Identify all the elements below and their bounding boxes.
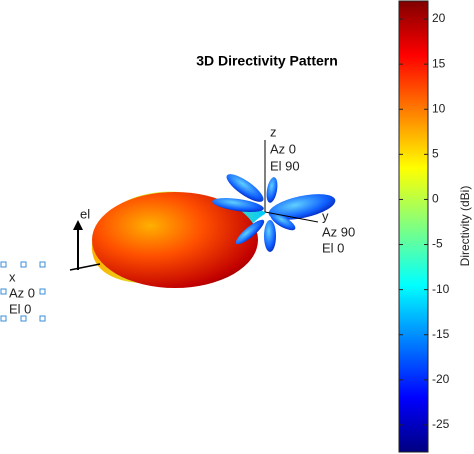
colorbar-tick-label: 5 [432, 147, 439, 161]
colorbar-tick-label: 0 [432, 192, 439, 206]
colorbar-tick-label: 20 [432, 11, 446, 25]
chart-title: 3D Directivity Pattern [196, 53, 338, 69]
main-lobe [92, 192, 258, 288]
z-label: Az 0 [270, 141, 296, 156]
pattern [91, 174, 336, 288]
colorbar-tick-label: -10 [432, 282, 450, 296]
colorbar-tick-label: -25 [432, 417, 450, 431]
el-label: el [80, 206, 90, 221]
side-lobe [235, 219, 265, 245]
colorbar-tick-label: -5 [432, 237, 443, 251]
side-lobe [212, 198, 264, 212]
z-label: El 90 [270, 158, 300, 173]
y-label: y [322, 208, 329, 223]
x-axis [69, 263, 101, 271]
x-label: El 0 [9, 301, 31, 316]
z-label: z [270, 124, 277, 139]
side-lobe [266, 177, 278, 203]
x-label: x [9, 269, 16, 284]
x-label: Az 0 [9, 285, 35, 300]
y-label: Az 90 [322, 224, 355, 239]
back-lobe [268, 194, 336, 220]
side-lobe [264, 220, 276, 252]
y-axis [264, 211, 319, 223]
side-lobe [270, 213, 296, 231]
colorbar-tick-label: 10 [432, 101, 446, 115]
colorbar-tick-label: 15 [432, 56, 446, 70]
colorbar-label: Directivity (dBi) [458, 186, 472, 267]
side-lobe [226, 174, 264, 202]
colorbar: -25 -20 -15 -10 -5 0 5 10 15 20 [398, 0, 450, 453]
colorbar-gradient [398, 0, 429, 453]
colorbar-tick-label: -15 [432, 327, 450, 341]
el-arrowhead [73, 220, 83, 230]
y-label: El 0 [322, 240, 344, 255]
colorbar-tick-label: -20 [432, 372, 450, 386]
selection-handles [0, 261, 46, 322]
